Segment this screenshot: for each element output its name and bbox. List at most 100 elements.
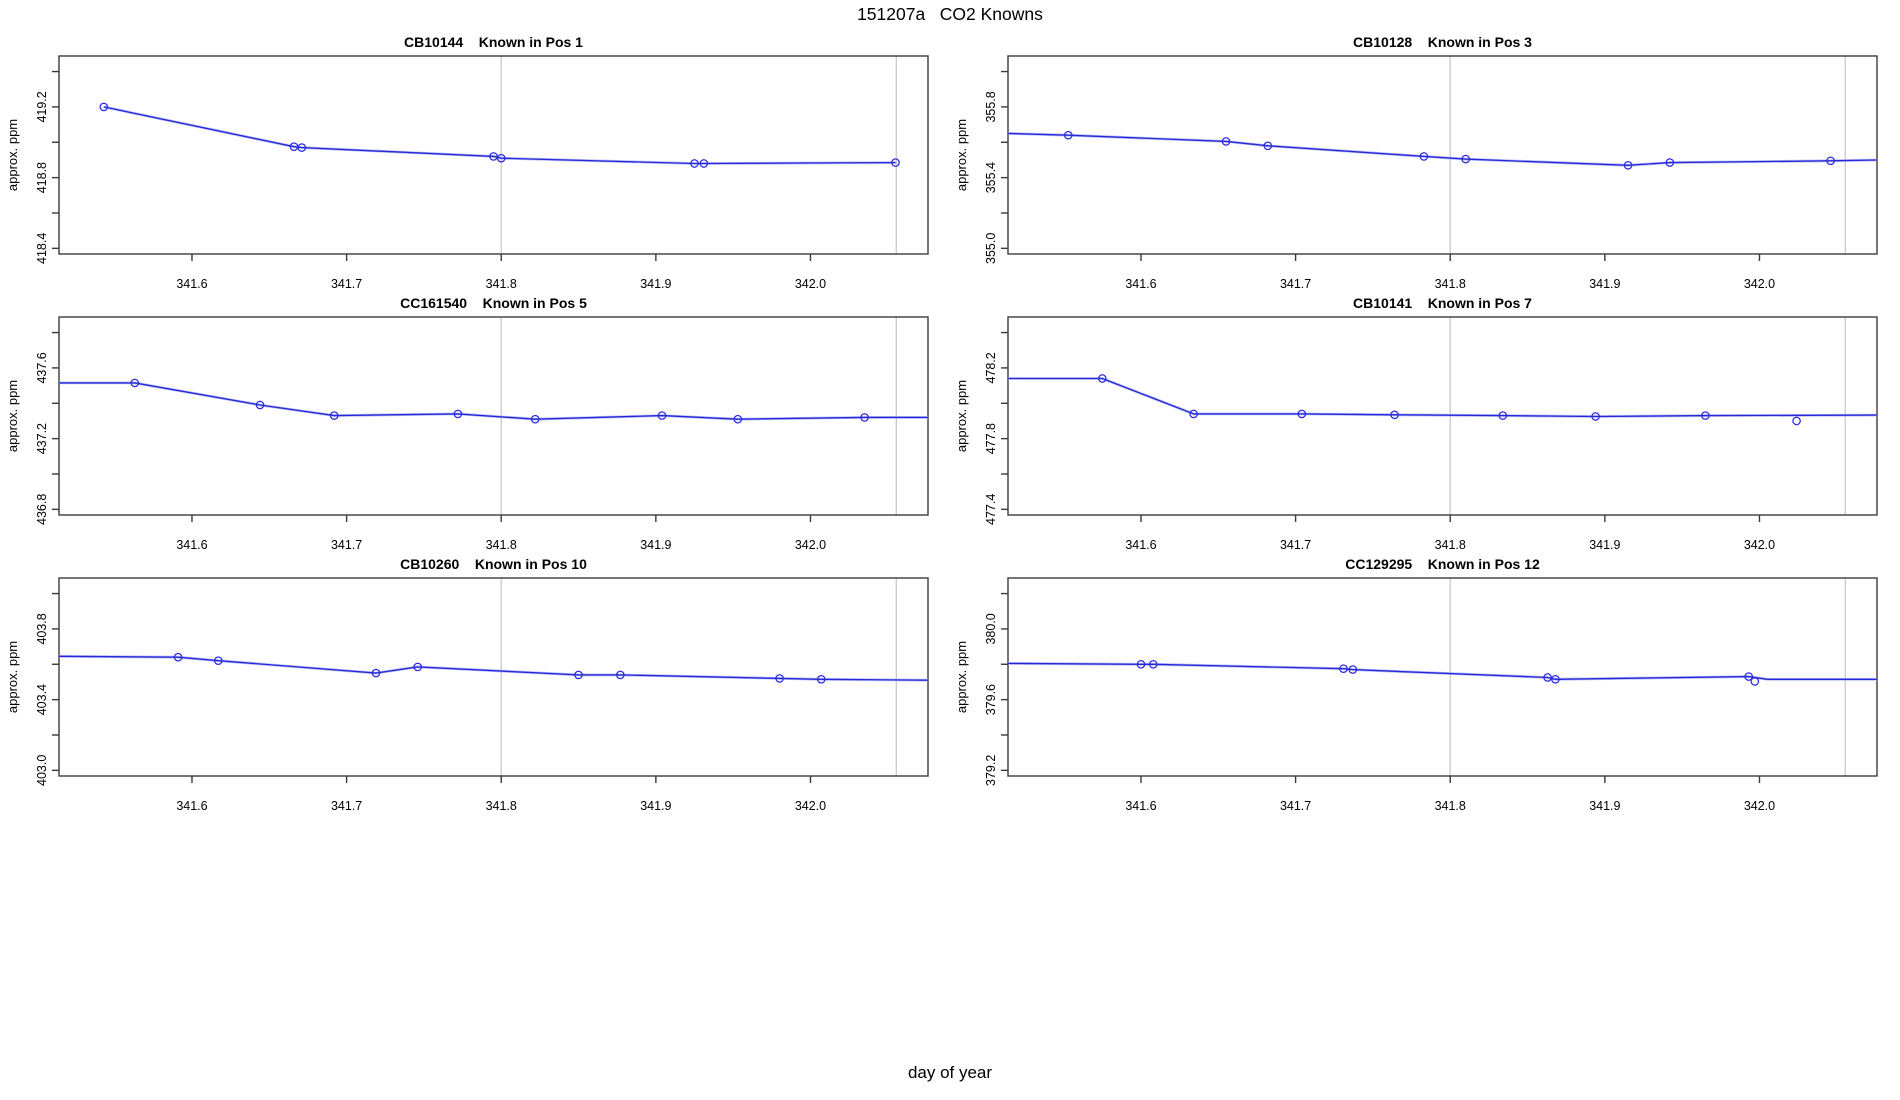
series-line-underlay bbox=[59, 381, 928, 421]
y-tick-label: 355.0 bbox=[984, 233, 998, 264]
data-point-marker bbox=[1390, 410, 1399, 420]
x-tick-label: 341.8 bbox=[486, 277, 517, 291]
y-tick-label: 436.8 bbox=[35, 494, 49, 525]
panel-CB10141: 341.6 341.7 341.8 341.9 342.0 477.4 477.8 478.2… bbox=[954, 295, 1878, 552]
data-point-marker bbox=[1750, 677, 1760, 686]
data-point-marker bbox=[1665, 158, 1675, 167]
x-tick-label: 342.0 bbox=[795, 277, 826, 291]
x-tick-label: 342.0 bbox=[1744, 799, 1775, 813]
data-point-marker bbox=[371, 668, 381, 678]
x-tick-label: 341.7 bbox=[331, 538, 362, 552]
x-tick-label: 342.0 bbox=[795, 799, 826, 813]
data-point-marker bbox=[213, 656, 223, 666]
panel-title: CB10260 Known in Pos 10 bbox=[400, 556, 587, 572]
panel-CB10260: 341.6 341.7 341.8 341.9 342.0 403.0 403.4 403.8… bbox=[5, 556, 929, 813]
y-tick-label: 379.2 bbox=[984, 755, 998, 786]
y-axis-label: approx. ppm bbox=[5, 641, 20, 713]
y-tick-label: 355.8 bbox=[984, 91, 998, 122]
y-tick-label: 418.4 bbox=[35, 233, 49, 264]
x-tick-label: 341.8 bbox=[1435, 277, 1466, 291]
data-point-marker bbox=[775, 674, 784, 683]
data-point-marker bbox=[1419, 152, 1429, 161]
data-point-marker bbox=[255, 400, 265, 410]
data-point-marker bbox=[530, 414, 540, 424]
data-point-marker bbox=[453, 409, 463, 419]
y-tick-label: 380.0 bbox=[984, 613, 998, 644]
panel-CC161540: 341.6 341.7 341.8 341.9 342.0 436.8 437.2 437.6… bbox=[5, 295, 929, 552]
series-line bbox=[58, 655, 929, 681]
data-point-marker bbox=[860, 413, 869, 422]
x-tick-label: 341.6 bbox=[176, 799, 207, 813]
x-tick-label: 341.7 bbox=[331, 277, 362, 291]
x-tick-label: 341.7 bbox=[331, 799, 362, 813]
data-point-marker bbox=[1543, 673, 1552, 682]
x-tick-label: 342.0 bbox=[795, 538, 826, 552]
data-point-marker bbox=[1826, 156, 1835, 166]
data-point-marker bbox=[413, 662, 423, 672]
data-point-marker bbox=[489, 152, 498, 161]
panel-title: CC161540 Known in Pos 5 bbox=[400, 295, 587, 311]
x-tick-label: 341.9 bbox=[640, 538, 671, 552]
x-tick-label: 341.8 bbox=[1435, 799, 1466, 813]
x-tick-label: 341.8 bbox=[486, 799, 517, 813]
series-line bbox=[1007, 132, 1878, 166]
x-axis-shared-label: day of year bbox=[907, 1063, 993, 1082]
data-point-marker bbox=[574, 670, 583, 680]
series-line bbox=[59, 382, 928, 420]
panel-CB10144: 341.6 341.7 341.8 341.9 342.0 418.4 418.8 419.2… bbox=[5, 34, 929, 291]
x-tick-label: 341.7 bbox=[1280, 538, 1311, 552]
x-tick-label: 341.8 bbox=[1435, 538, 1466, 552]
y-tick-label: 403.8 bbox=[35, 613, 49, 644]
data-point-marker bbox=[1744, 672, 1754, 681]
data-point-marker bbox=[657, 411, 667, 420]
data-point-marker bbox=[733, 414, 743, 424]
data-point-marker bbox=[1221, 137, 1231, 146]
data-point-marker bbox=[1148, 659, 1158, 669]
y-tick-label: 418.8 bbox=[35, 162, 49, 193]
y-tick-label: 379.6 bbox=[984, 684, 998, 715]
data-point-marker bbox=[496, 153, 506, 163]
data-point-marker bbox=[699, 159, 709, 168]
x-tick-label: 341.6 bbox=[1125, 538, 1156, 552]
y-tick-label: 403.4 bbox=[35, 684, 49, 715]
data-point-marker bbox=[1591, 412, 1600, 421]
data-point-marker bbox=[891, 158, 900, 167]
series-line bbox=[1008, 377, 1878, 418]
x-tick-label: 341.9 bbox=[1589, 538, 1620, 552]
y-tick-label: 419.2 bbox=[35, 91, 49, 122]
panel-title: CC129295 Known in Pos 12 bbox=[1345, 556, 1540, 572]
series-line bbox=[1007, 662, 1877, 680]
data-point-marker bbox=[329, 411, 339, 420]
y-axis-label: approx. ppm bbox=[5, 119, 20, 191]
y-tick-label: 477.4 bbox=[984, 494, 998, 525]
series-line-underlay bbox=[1008, 377, 1878, 418]
series-line-underlay bbox=[58, 654, 929, 682]
x-tick-label: 342.0 bbox=[1744, 277, 1775, 291]
data-point-marker bbox=[1097, 374, 1107, 383]
data-point-marker bbox=[1551, 674, 1560, 684]
panel-title: CB10128 Known in Pos 3 bbox=[1353, 34, 1532, 50]
plot-box bbox=[58, 55, 929, 255]
y-axis-label: approx. ppm bbox=[954, 641, 969, 713]
panel-title: CB10144 Known in Pos 1 bbox=[404, 34, 583, 50]
x-tick-label: 342.0 bbox=[1744, 538, 1775, 552]
x-tick-label: 341.7 bbox=[1280, 277, 1311, 291]
y-tick-label: 355.4 bbox=[984, 162, 998, 193]
data-point-marker bbox=[1189, 409, 1198, 419]
x-tick-label: 341.6 bbox=[1125, 799, 1156, 813]
y-axis-label: approx. ppm bbox=[5, 380, 20, 452]
data-point-marker bbox=[1461, 154, 1471, 164]
data-point-marker bbox=[816, 674, 826, 684]
y-tick-label: 477.8 bbox=[984, 423, 998, 454]
data-point-marker bbox=[1498, 411, 1508, 420]
x-tick-label: 341.9 bbox=[640, 799, 671, 813]
data-point-marker bbox=[1339, 664, 1348, 674]
panel-CB10128: 341.6 341.7 341.8 341.9 342.0 355.0 355.4 355.8… bbox=[954, 34, 1878, 291]
x-tick-label: 341.9 bbox=[1589, 799, 1620, 813]
y-tick-label: 437.2 bbox=[35, 423, 49, 454]
x-tick-label: 341.9 bbox=[1589, 277, 1620, 291]
y-axis-label: approx. ppm bbox=[954, 380, 969, 452]
figure-main-title: 151207a CO2 Knowns bbox=[857, 4, 1043, 24]
x-tick-label: 341.6 bbox=[176, 277, 207, 291]
